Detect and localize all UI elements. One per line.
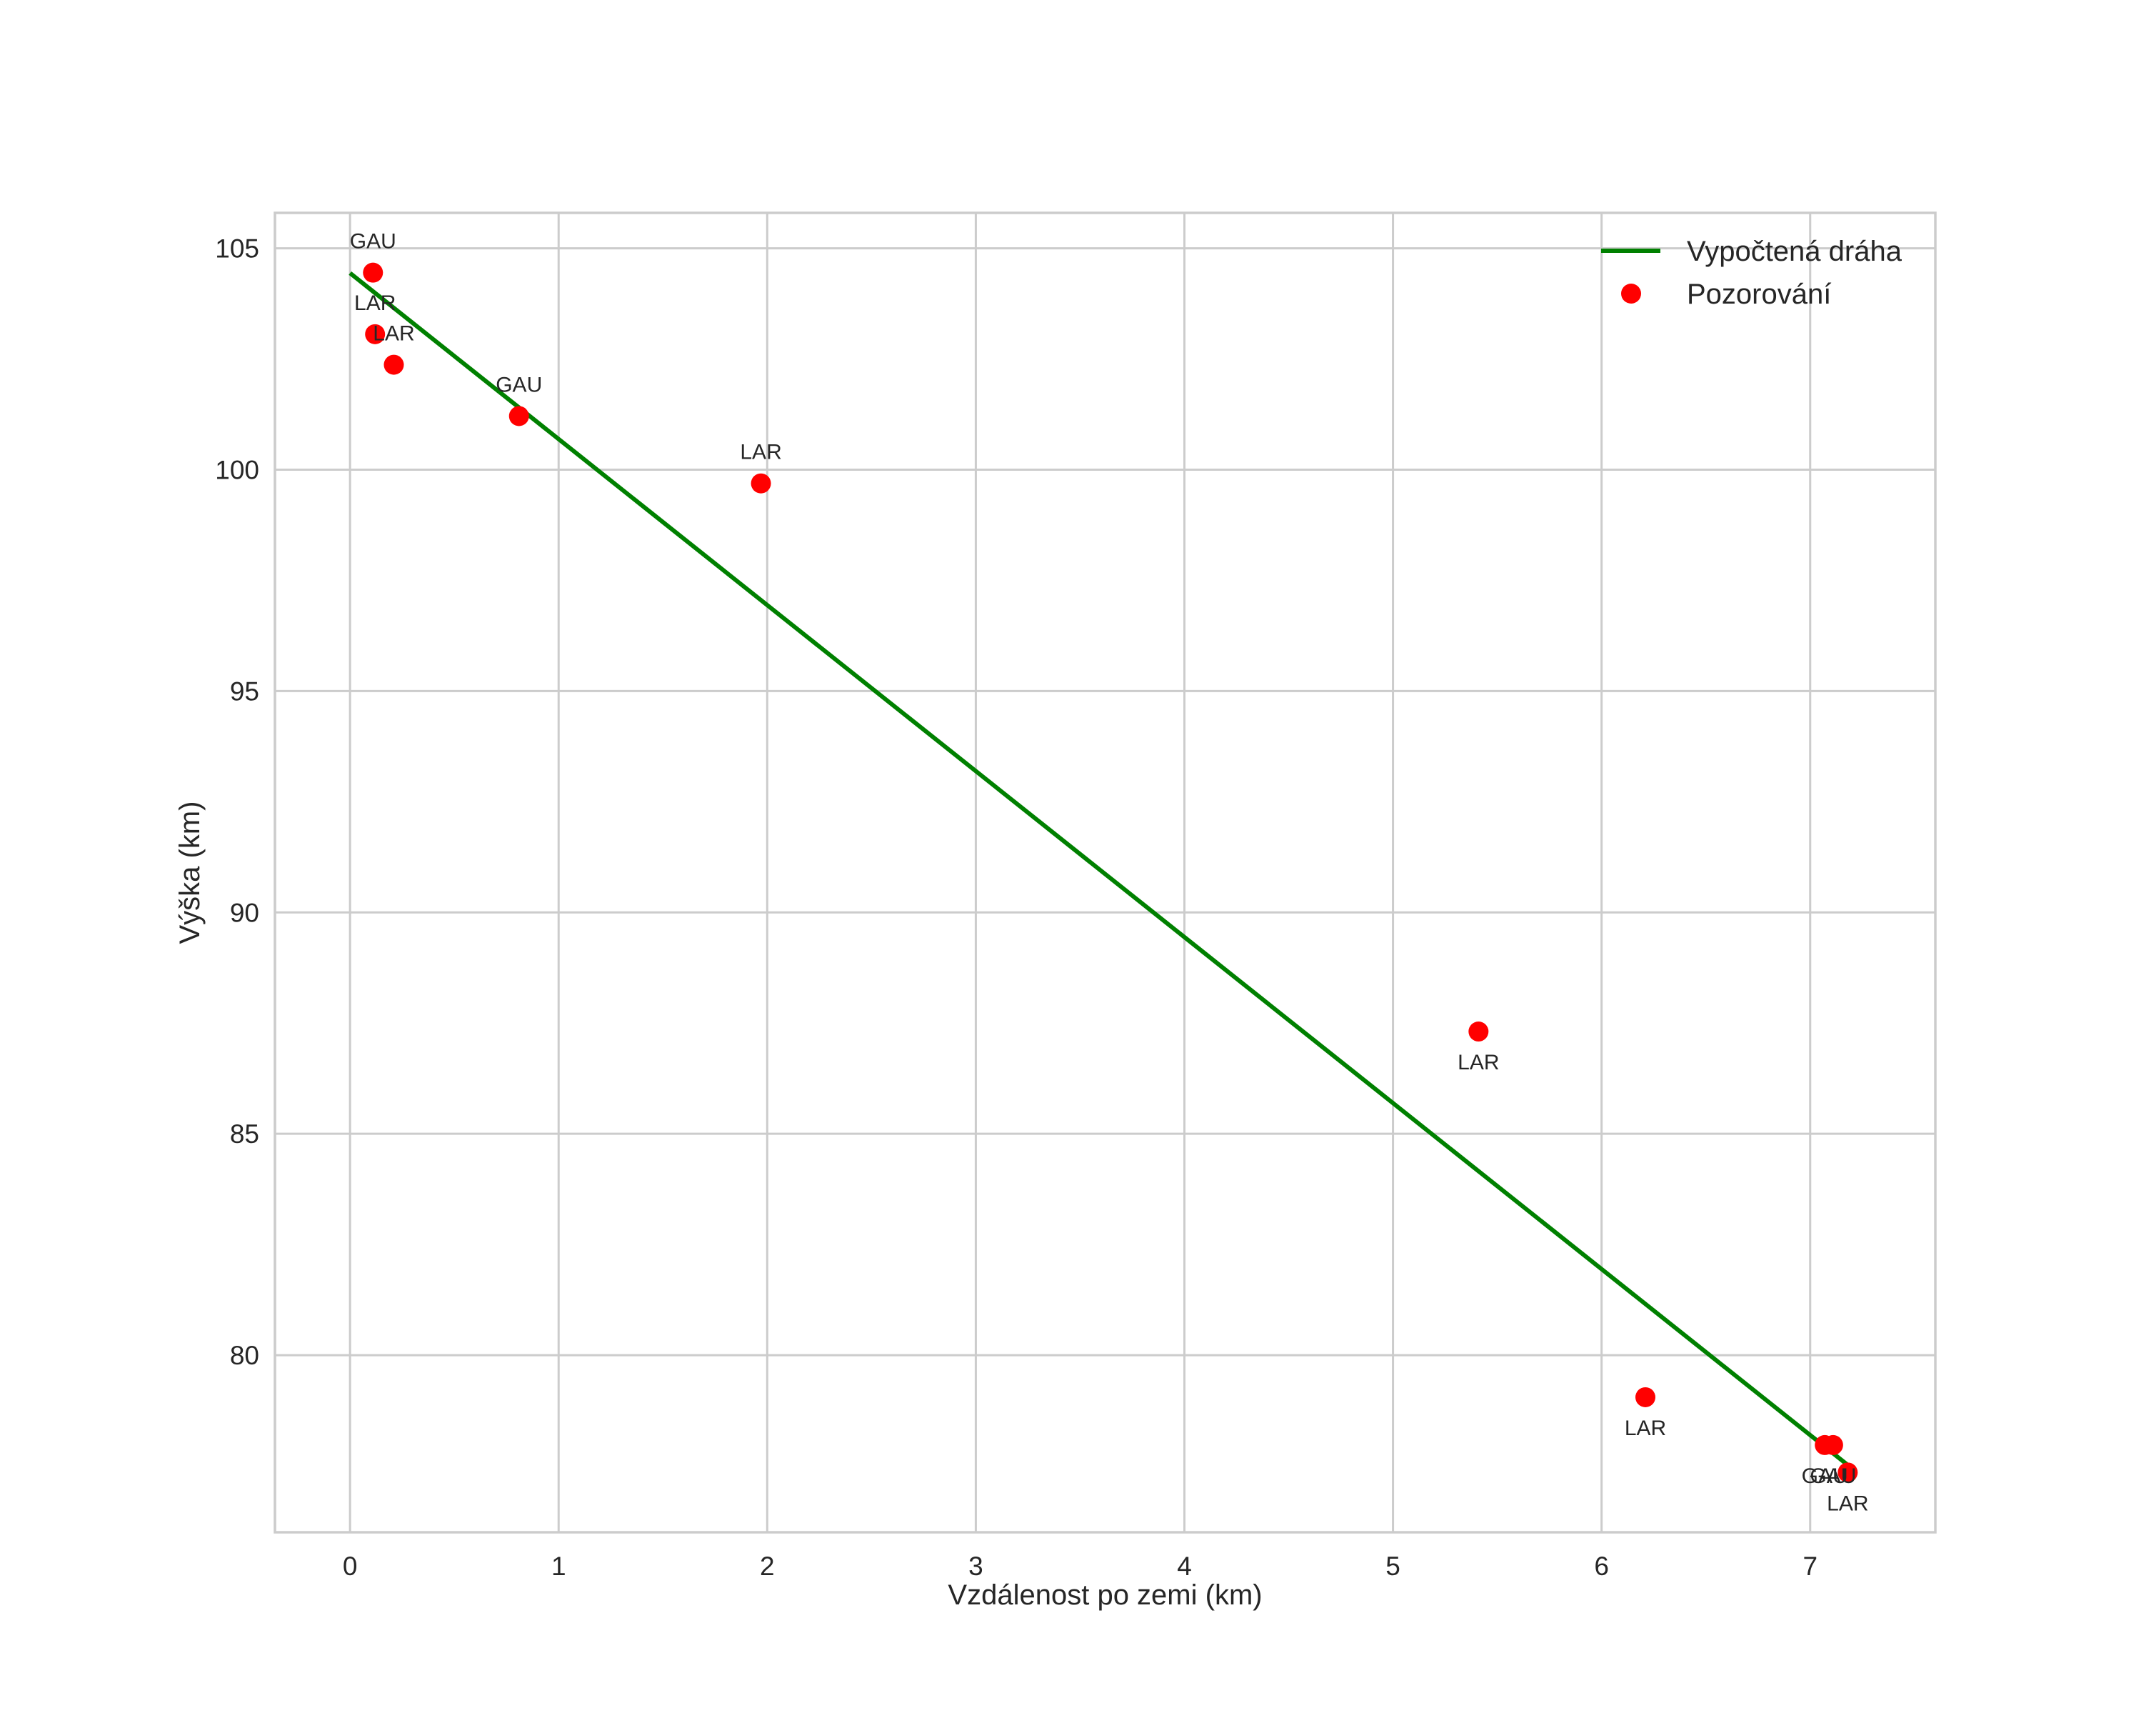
y-tick-label: 80 [230, 1341, 259, 1370]
observation-station-label: GAU [1810, 1464, 1856, 1488]
x-tick-label: 6 [1594, 1552, 1609, 1581]
observation-station-label: LAR [740, 441, 781, 464]
trajectory-line [349, 271, 1857, 1474]
observation-point [1468, 1022, 1489, 1042]
x-tick-label: 0 [343, 1552, 358, 1581]
observation-point [508, 406, 529, 426]
observation-points [363, 262, 1858, 1483]
legend-label-trajectory: Vypočtená dráha [1687, 236, 1902, 267]
y-tick-label: 105 [215, 234, 259, 264]
y-tick-label: 95 [230, 676, 259, 706]
x-tick-label: 5 [1385, 1552, 1400, 1581]
observation-station-label: LAR [1827, 1492, 1868, 1515]
y-tick-label: 85 [230, 1119, 259, 1149]
y-tick-label: 90 [230, 898, 259, 927]
observation-station-label: LAR [1458, 1051, 1499, 1074]
observation-point [363, 262, 383, 283]
observation-station-label: LAR [373, 322, 414, 346]
x-axis-title: Vzdálenost po zemi (km) [948, 1579, 1262, 1611]
observation-station-label: LAR [354, 291, 396, 315]
observation-point [751, 473, 771, 494]
x-tick-label: 4 [1177, 1552, 1192, 1581]
observation-point [383, 354, 404, 375]
observation-point [1635, 1387, 1656, 1407]
x-axis-ticks: 0 1 2 3 4 5 6 7 [343, 1552, 1817, 1581]
plot-frame [274, 211, 1937, 1534]
observation-station-label: GAU [1802, 1464, 1848, 1488]
observation-point [1837, 1462, 1858, 1483]
y-tick-label: 100 [215, 455, 259, 484]
y-axis-title: Výška (km) [174, 801, 206, 944]
x-tick-label: 7 [1802, 1552, 1817, 1581]
x-tick-label: 3 [968, 1552, 983, 1581]
x-tick-label: 2 [760, 1552, 775, 1581]
y-axis-ticks: 80 85 90 95 100 105 [215, 234, 259, 1370]
observation-point [365, 324, 386, 344]
computed-trajectory-line [349, 271, 1857, 1474]
grid [275, 213, 1935, 1532]
observation-station-label: GAU [350, 230, 396, 254]
x-tick-label: 1 [551, 1552, 566, 1581]
observation-point [1822, 1434, 1843, 1455]
observation-station-label: GAU [496, 373, 542, 396]
legend-label-observations: Pozorování [1687, 279, 1831, 310]
observation-station-label: LAR [1625, 1417, 1666, 1440]
legend-marker-icon [1621, 284, 1641, 304]
legend: Vypočtená dráha Pozorování [1601, 236, 1902, 310]
